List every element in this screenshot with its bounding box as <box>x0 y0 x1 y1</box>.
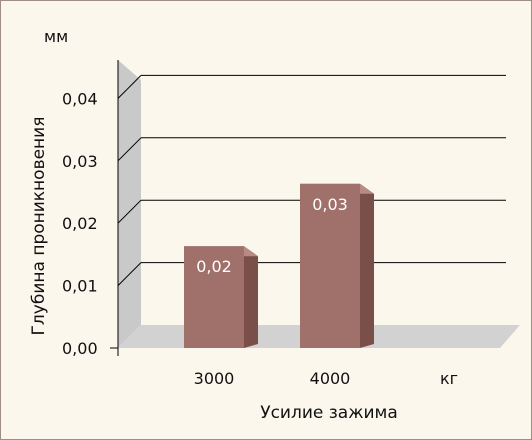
y-tick-label: 0,00 <box>62 339 98 358</box>
x-tick-label: 3000 <box>194 369 235 388</box>
y-tick-label: 0,01 <box>62 277 98 296</box>
gridline-depth <box>117 137 142 162</box>
bar-3000 <box>184 246 244 348</box>
gridline-depth <box>117 75 142 99</box>
gridline-depth <box>117 262 142 286</box>
gridline-depth <box>117 199 142 224</box>
x-axis-title: Усилие зажима <box>260 403 398 423</box>
bar-side <box>360 183 374 348</box>
bar-side <box>244 246 258 348</box>
y-tick-label: 0,04 <box>62 89 98 108</box>
bars: 0,02 0,03 <box>184 183 374 348</box>
bar-4000 <box>300 183 360 348</box>
y-tick-labels: 0,00 0,01 0,02 0,03 0,04 <box>62 89 98 358</box>
y-unit-label: мм <box>44 27 68 46</box>
y-axis-title: Глубина проникновения <box>29 117 49 336</box>
data-label: 0,03 <box>312 195 348 214</box>
y-tick-label: 0,03 <box>62 152 98 171</box>
x-tick-label: 4000 <box>310 369 351 388</box>
x-unit-label: кг <box>440 369 458 388</box>
x-tick-labels: 3000 4000 <box>194 369 351 388</box>
chart-back-wall <box>118 60 141 348</box>
y-tick-label: 0,02 <box>62 214 98 233</box>
data-label: 0,02 <box>196 257 232 276</box>
